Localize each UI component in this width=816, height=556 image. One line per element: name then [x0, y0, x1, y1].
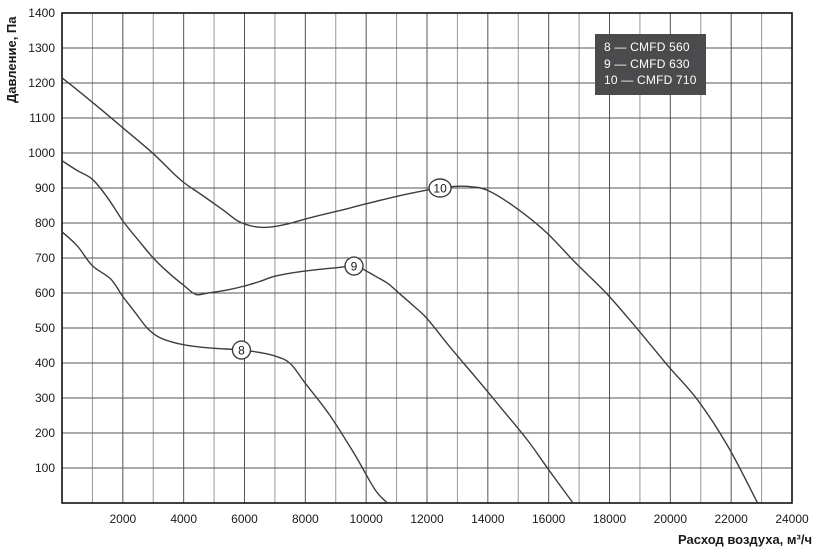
x-tick-label: 12000	[410, 512, 444, 526]
x-tick-label: 6000	[231, 512, 258, 526]
x-tick-label: 16000	[532, 512, 566, 526]
legend-item-cmfd-710: 10 — CMFD 710	[604, 73, 697, 87]
y-tick-label: 200	[35, 426, 55, 440]
marker-circle	[428, 178, 452, 198]
x-tick-label: 20000	[654, 512, 688, 526]
x-tick-label: 10000	[349, 512, 383, 526]
y-tick-label: 100	[35, 461, 55, 475]
y-axis-tick-labels: 100 200 300 400 500 600 700 800 900 1000 1100 1200 1…	[28, 6, 55, 475]
plot-border	[61, 12, 793, 504]
marker-circle	[231, 340, 252, 360]
curve-marker-10: 10	[428, 178, 452, 198]
curve-cmfd-710	[61, 77, 759, 504]
x-axis-title: Расход воздуха, м³/ч	[678, 532, 812, 547]
x-tick-label: 4000	[170, 512, 197, 526]
curve-marker-9: 9	[344, 256, 364, 276]
x-tick-label: 14000	[471, 512, 505, 526]
y-tick-label: 1300	[28, 41, 55, 55]
y-tick-label: 700	[35, 251, 55, 265]
y-axis-title: Давление, Па	[4, 16, 19, 103]
y-tick-label: 300	[35, 391, 55, 405]
y-tick-label: 1400	[28, 6, 55, 20]
y-tick-label: 1200	[28, 76, 55, 90]
y-tick-label: 400	[35, 356, 55, 370]
legend-item-cmfd-560: 8 — CMFD 560	[604, 40, 690, 54]
y-tick-label: 800	[35, 216, 55, 230]
y-tick-label: 900	[35, 181, 55, 195]
legend: 8 — CMFD 560 9 — CMFD 630 10 — CMFD 710	[595, 34, 706, 95]
y-tick-label: 500	[35, 321, 55, 335]
grid	[62, 13, 792, 503]
x-tick-label: 22000	[714, 512, 748, 526]
curve-cmfd-630	[61, 160, 574, 504]
curve-marker-8: 8	[231, 340, 252, 360]
y-tick-label: 1100	[29, 111, 55, 125]
x-tick-label: 2000	[109, 512, 136, 526]
y-tick-label: 1000	[28, 146, 55, 160]
curve-cmfd-560	[61, 231, 389, 504]
marker-number: 9	[351, 260, 358, 274]
marker-circle	[344, 256, 364, 276]
x-tick-label: 24000	[775, 512, 809, 526]
y-tick-label: 600	[35, 286, 55, 300]
marker-number: 10	[433, 182, 447, 196]
x-tick-label: 18000	[593, 512, 627, 526]
x-axis-tick-labels: 2000 4000 6000 8000 10000 12000 14000 16000 1800…	[109, 512, 809, 526]
x-tick-label: 8000	[292, 512, 319, 526]
legend-item-cmfd-630: 9 — CMFD 630	[604, 56, 690, 71]
marker-number: 8	[238, 344, 245, 358]
